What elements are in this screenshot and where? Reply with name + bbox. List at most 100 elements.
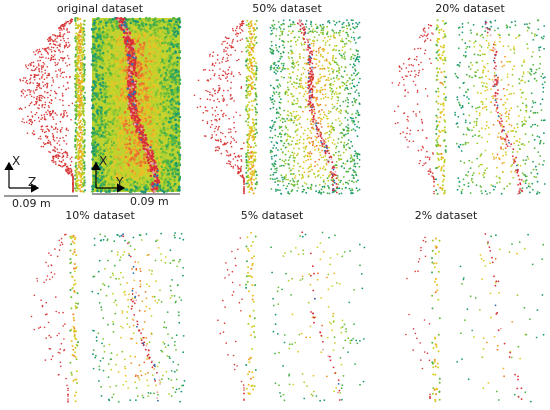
point <box>134 105 137 108</box>
point <box>47 74 50 77</box>
point <box>158 135 161 139</box>
point <box>155 142 158 145</box>
point <box>356 73 358 76</box>
point <box>296 78 298 80</box>
point <box>148 23 152 27</box>
point <box>275 141 278 144</box>
point <box>115 172 119 176</box>
point <box>60 148 63 151</box>
point <box>104 31 108 35</box>
point <box>95 75 98 79</box>
point <box>26 132 29 134</box>
point <box>56 76 58 78</box>
point <box>77 94 80 96</box>
point <box>296 75 299 77</box>
point <box>80 139 82 142</box>
point <box>163 87 166 90</box>
point <box>28 119 30 122</box>
point <box>116 157 120 160</box>
point <box>280 30 282 33</box>
point <box>117 109 121 113</box>
point <box>317 141 320 144</box>
point <box>166 108 170 111</box>
point <box>357 92 360 95</box>
point <box>165 87 169 91</box>
point <box>78 39 81 42</box>
point <box>44 69 46 71</box>
point <box>116 57 120 61</box>
point <box>50 54 53 57</box>
point <box>169 111 172 115</box>
point <box>52 116 54 118</box>
point <box>103 92 107 96</box>
point <box>119 117 122 120</box>
point <box>43 131 46 134</box>
point <box>150 37 154 40</box>
point <box>80 51 83 54</box>
point <box>94 92 98 95</box>
point <box>165 167 168 170</box>
point <box>63 151 65 154</box>
point <box>116 38 120 41</box>
point <box>107 78 110 81</box>
point <box>54 43 56 46</box>
point <box>135 35 138 39</box>
point <box>108 107 112 110</box>
point <box>107 137 110 141</box>
point <box>54 112 57 115</box>
point <box>121 140 124 143</box>
point <box>75 162 78 165</box>
point <box>157 35 161 39</box>
point <box>130 148 134 151</box>
point <box>75 24 77 27</box>
point <box>168 19 171 23</box>
point <box>77 113 80 116</box>
point <box>45 50 48 52</box>
point <box>145 81 148 84</box>
point <box>319 120 322 123</box>
point <box>55 163 57 165</box>
point <box>149 143 153 147</box>
point <box>98 145 102 149</box>
point <box>51 133 54 135</box>
point <box>328 133 331 136</box>
point <box>159 97 163 100</box>
point <box>172 16 176 20</box>
point <box>133 90 136 94</box>
point <box>135 175 138 178</box>
point <box>141 76 144 80</box>
point <box>133 133 137 136</box>
point <box>74 145 77 148</box>
point <box>142 156 146 159</box>
point <box>110 117 113 120</box>
point <box>141 86 144 89</box>
point <box>25 81 27 83</box>
point <box>47 57 50 60</box>
point <box>351 82 354 85</box>
point <box>160 100 163 104</box>
point <box>310 163 312 166</box>
point <box>43 106 46 109</box>
point <box>75 48 77 51</box>
point <box>140 19 143 23</box>
point <box>130 118 133 122</box>
point <box>162 168 165 172</box>
point <box>56 37 58 39</box>
point <box>292 121 295 124</box>
point <box>131 72 134 75</box>
point <box>111 178 115 181</box>
point <box>29 78 31 81</box>
point <box>107 146 110 150</box>
point <box>93 119 96 122</box>
point <box>103 25 107 29</box>
point <box>327 35 330 38</box>
point <box>335 21 338 24</box>
point <box>139 168 143 172</box>
point <box>312 28 315 30</box>
point <box>156 111 160 115</box>
point <box>79 48 82 51</box>
point <box>51 77 54 79</box>
point <box>140 32 144 35</box>
point <box>114 60 118 63</box>
point <box>111 18 114 21</box>
